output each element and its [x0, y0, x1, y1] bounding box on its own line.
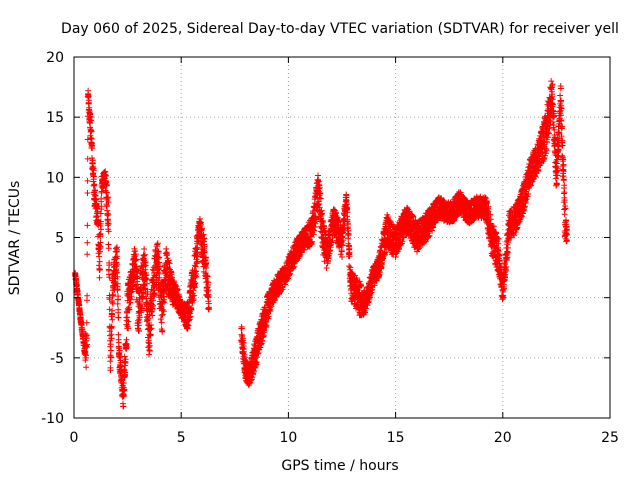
y-tick-label: -10: [41, 411, 64, 427]
y-axis-label: SDTVAR / TECUs: [7, 181, 23, 296]
x-axis-ticks: 0 5 10 15 20 25: [70, 57, 619, 446]
y-tick-label: -5: [50, 351, 64, 367]
y-tick-label: 0: [55, 291, 64, 307]
x-tick-label: 20: [494, 430, 512, 446]
x-tick-label: 5: [177, 430, 186, 446]
data-point-markers: [72, 78, 570, 410]
x-tick-label: 25: [601, 430, 619, 446]
y-tick-label: 20: [46, 50, 64, 66]
y-axis-ticks: -10 -5 0 5 10 15 20: [41, 50, 610, 427]
x-tick-label: 0: [70, 430, 79, 446]
y-tick-label: 15: [46, 110, 64, 126]
y-tick-label: 5: [55, 231, 64, 247]
data-points: [72, 78, 570, 410]
chart-title: Day 060 of 2025, Sidereal Day-to-day VTE…: [61, 21, 619, 37]
y-tick-label: 10: [46, 170, 64, 186]
x-tick-label: 15: [387, 430, 405, 446]
x-tick-label: 10: [279, 430, 297, 446]
x-axis-label: GPS time / hours: [281, 458, 398, 474]
